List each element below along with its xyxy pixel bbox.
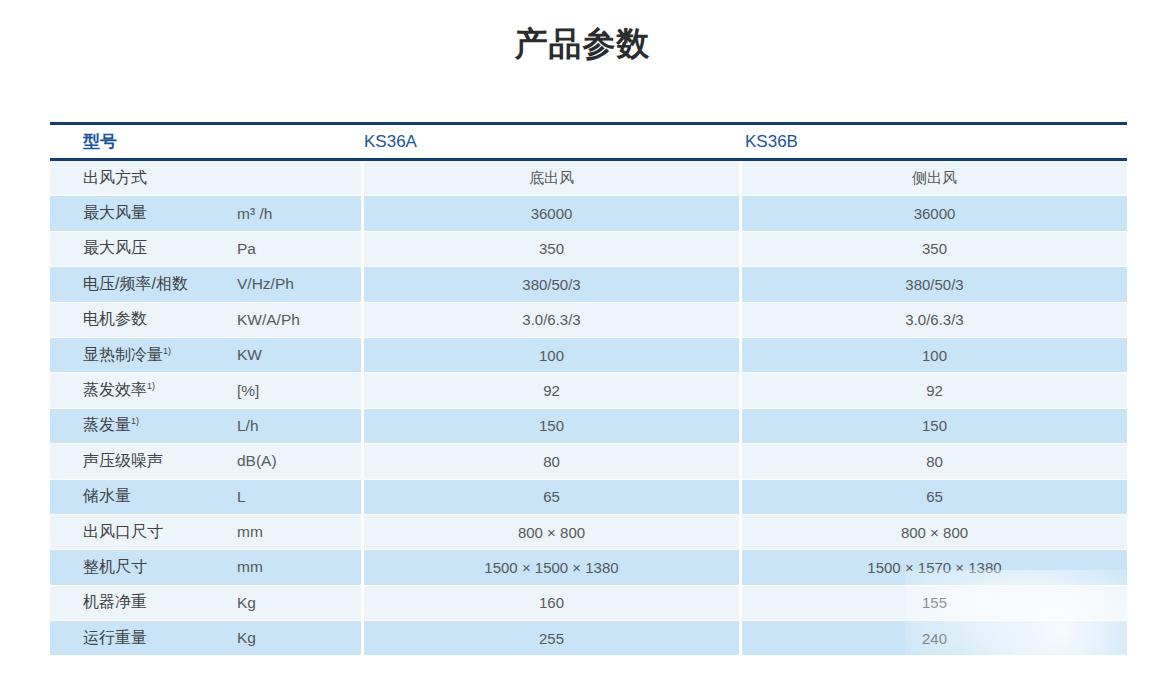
value-ks36b: 80 xyxy=(742,444,1127,478)
param-name: 出风方式 xyxy=(83,168,147,189)
param-unit: mm xyxy=(237,515,263,549)
footnote-marker: 1) xyxy=(131,416,139,426)
table-row: 整机尺寸 mm 1500 × 1500 × 1380 1500 × 1570 ×… xyxy=(50,550,1127,584)
table-row: 电压/频率/相数 V/Hz/Ph 380/50/3 380/50/3 xyxy=(50,267,1127,301)
table-row: 声压级噪声 dB(A) 80 80 xyxy=(50,444,1127,478)
value-ks36a: 92 xyxy=(364,373,742,407)
param-name: 储水量 xyxy=(83,486,131,507)
value-ks36a: 36000 xyxy=(364,196,742,230)
param-label-cell: 运行重量 Kg xyxy=(50,621,364,655)
value-ks36b: 380/50/3 xyxy=(742,267,1127,301)
param-label-cell: 蒸发效率1) [%] xyxy=(50,373,364,407)
param-label-cell: 出风方式 xyxy=(50,161,364,195)
value-ks36a: 380/50/3 xyxy=(364,267,742,301)
table-row: 蒸发量1) L/h 150 150 xyxy=(50,409,1127,443)
value-ks36a: 100 xyxy=(364,338,742,372)
table-header-row: 型号 KS36A KS36B xyxy=(50,122,1127,161)
param-label-cell: 显热制冷量1) KW xyxy=(50,338,364,372)
value-ks36a: 255 xyxy=(364,621,742,655)
param-unit: Kg xyxy=(237,621,256,655)
param-name: 蒸发量1) xyxy=(83,415,139,436)
param-unit: Pa xyxy=(237,232,256,266)
param-unit: dB(A) xyxy=(237,444,277,478)
table-row: 出风方式 底出风 侧出风 xyxy=(50,161,1127,195)
footnote-marker: 1) xyxy=(147,381,155,391)
value-ks36b: 侧出风 xyxy=(742,161,1127,195)
param-name: 电机参数 xyxy=(83,309,147,330)
value-ks36a: 80 xyxy=(364,444,742,478)
param-unit: L/h xyxy=(237,409,259,443)
param-name: 蒸发效率1) xyxy=(83,380,155,401)
value-ks36a: 160 xyxy=(364,586,742,620)
table-row: 显热制冷量1) KW 100 100 xyxy=(50,338,1127,372)
value-ks36b: 100 xyxy=(742,338,1127,372)
param-label-cell: 声压级噪声 dB(A) xyxy=(50,444,364,478)
value-ks36a: 1500 × 1500 × 1380 xyxy=(364,550,742,584)
param-name: 整机尺寸 xyxy=(83,557,147,578)
param-label-cell: 最大风压 Pa xyxy=(50,232,364,266)
value-ks36b: 350 xyxy=(742,232,1127,266)
value-ks36a: 800 × 800 xyxy=(364,515,742,549)
value-ks36a: 150 xyxy=(364,409,742,443)
table-row: 最大风压 Pa 350 350 xyxy=(50,232,1127,266)
param-unit: m³ /h xyxy=(237,196,272,230)
table-body: 出风方式 底出风 侧出风 最大风量 m³ /h 36000 36000 最大风压… xyxy=(50,161,1127,656)
table-row: 运行重量 Kg 255 240 xyxy=(50,621,1127,655)
param-label-cell: 电压/频率/相数 V/Hz/Ph xyxy=(50,267,364,301)
header-model-label: 型号 xyxy=(50,130,364,153)
param-unit: KW/A/Ph xyxy=(237,303,300,337)
table-row: 储水量 L 65 65 xyxy=(50,480,1127,514)
page-title: 产品参数 xyxy=(0,22,1165,67)
param-unit: V/Hz/Ph xyxy=(237,267,294,301)
value-ks36a: 3.0/6.3/3 xyxy=(364,303,742,337)
param-unit: KW xyxy=(237,338,262,372)
param-name: 最大风量 xyxy=(83,203,147,224)
param-name: 电压/频率/相数 xyxy=(83,274,188,295)
param-unit: L xyxy=(237,480,246,514)
param-unit: Kg xyxy=(237,586,256,620)
value-ks36a: 350 xyxy=(364,232,742,266)
param-label-cell: 最大风量 m³ /h xyxy=(50,196,364,230)
footnote-marker: 1) xyxy=(163,345,171,355)
table-row: 机器净重 Kg 160 155 xyxy=(50,586,1127,620)
table-row: 电机参数 KW/A/Ph 3.0/6.3/3 3.0/6.3/3 xyxy=(50,303,1127,337)
value-ks36b: 65 xyxy=(742,480,1127,514)
param-unit: [%] xyxy=(237,373,259,407)
param-name: 声压级噪声 xyxy=(83,451,163,472)
value-ks36b: 240 xyxy=(742,621,1127,655)
param-name: 最大风压 xyxy=(83,238,147,259)
param-name: 显热制冷量1) xyxy=(83,345,171,366)
value-ks36b: 800 × 800 xyxy=(742,515,1127,549)
header-column-ks36a: KS36A xyxy=(364,132,745,152)
value-ks36b: 150 xyxy=(742,409,1127,443)
table-row: 出风口尺寸 mm 800 × 800 800 × 800 xyxy=(50,515,1127,549)
value-ks36b: 36000 xyxy=(742,196,1127,230)
param-name: 运行重量 xyxy=(83,628,147,649)
table-row: 最大风量 m³ /h 36000 36000 xyxy=(50,196,1127,230)
param-unit: mm xyxy=(237,550,263,584)
param-label-cell: 机器净重 Kg xyxy=(50,586,364,620)
param-name: 出风口尺寸 xyxy=(83,522,163,543)
value-ks36b: 1500 × 1570 × 1380 xyxy=(742,550,1127,584)
value-ks36b: 155 xyxy=(742,586,1127,620)
param-label-cell: 蒸发量1) L/h xyxy=(50,409,364,443)
param-name: 机器净重 xyxy=(83,592,147,613)
value-ks36b: 92 xyxy=(742,373,1127,407)
value-ks36b: 3.0/6.3/3 xyxy=(742,303,1127,337)
param-label-cell: 整机尺寸 mm xyxy=(50,550,364,584)
param-label-cell: 出风口尺寸 mm xyxy=(50,515,364,549)
product-spec-table: 型号 KS36A KS36B 出风方式 底出风 侧出风 最大风量 m³ /h 3… xyxy=(50,122,1127,656)
header-column-ks36b: KS36B xyxy=(745,132,1127,152)
value-ks36a: 65 xyxy=(364,480,742,514)
table-row: 蒸发效率1) [%] 92 92 xyxy=(50,373,1127,407)
param-label-cell: 电机参数 KW/A/Ph xyxy=(50,303,364,337)
param-label-cell: 储水量 L xyxy=(50,480,364,514)
value-ks36a: 底出风 xyxy=(364,161,742,195)
